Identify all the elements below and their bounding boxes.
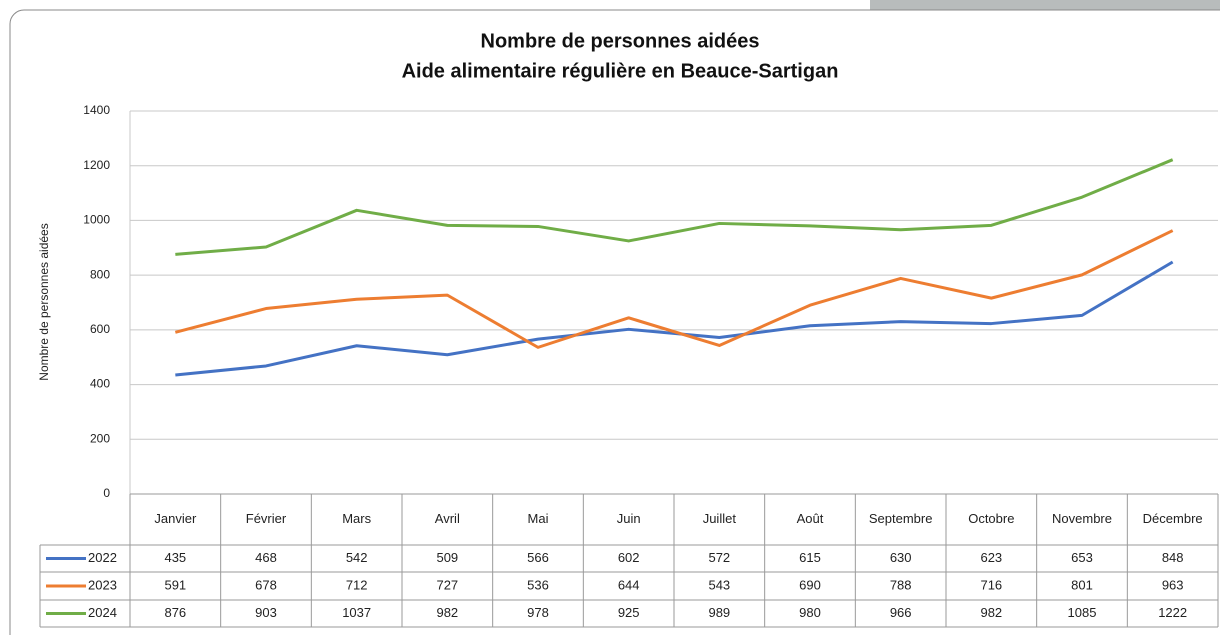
table-cell: 690 <box>799 577 821 592</box>
table-cell: 602 <box>618 550 640 565</box>
y-tick-label: 1400 <box>83 103 110 117</box>
y-tick-label: 1000 <box>83 213 110 227</box>
x-tick-label: Décembre <box>1143 511 1203 526</box>
table-cell: 727 <box>436 577 458 592</box>
legend-label: 2024 <box>88 605 117 620</box>
table-cell: 963 <box>1162 577 1184 592</box>
x-tick-label: Avril <box>435 511 460 526</box>
background-photo <box>870 0 1220 12</box>
table-cell: 966 <box>890 605 912 620</box>
table-cell: 712 <box>346 577 368 592</box>
chart-subtitle: Aide alimentaire régulière en Beauce-Sar… <box>402 60 839 82</box>
table-cell: 978 <box>527 605 549 620</box>
table-cell: 848 <box>1162 550 1184 565</box>
table-cell: 1085 <box>1068 605 1097 620</box>
chart-title: Nombre de personnes aidées <box>481 30 760 52</box>
series-line <box>175 260 1174 377</box>
table-cell: 536 <box>527 577 549 592</box>
table-cell: 543 <box>708 577 730 592</box>
table-cell: 876 <box>164 605 186 620</box>
y-axis-label: Nombre de personnes aidées <box>37 223 51 380</box>
table-cell: 716 <box>980 577 1002 592</box>
y-tick-label: 400 <box>90 377 110 391</box>
table-cell: 542 <box>346 550 368 565</box>
table-cell: 591 <box>164 577 186 592</box>
series-line <box>175 158 1174 256</box>
x-tick-label: Novembre <box>1052 511 1112 526</box>
table-cell: 468 <box>255 550 277 565</box>
table-cell: 572 <box>708 550 730 565</box>
table-cell: 678 <box>255 577 277 592</box>
table-cell: 903 <box>255 605 277 620</box>
table-cell: 435 <box>164 550 186 565</box>
x-tick-label: Juin <box>617 511 641 526</box>
table-cell: 980 <box>799 605 821 620</box>
table-cell: 982 <box>436 605 458 620</box>
x-tick-label: Mai <box>528 511 549 526</box>
y-tick-label: 200 <box>90 431 110 445</box>
y-tick-label: 1200 <box>83 158 110 172</box>
y-tick-label: 0 <box>103 486 110 500</box>
legend-label: 2022 <box>88 550 117 565</box>
table-cell: 801 <box>1071 577 1093 592</box>
table-cell: 925 <box>618 605 640 620</box>
x-tick-label: Octobre <box>968 511 1014 526</box>
table-cell: 982 <box>980 605 1002 620</box>
table-cell: 644 <box>618 577 640 592</box>
table-cell: 989 <box>708 605 730 620</box>
table-cell: 653 <box>1071 550 1093 565</box>
table-cell: 615 <box>799 550 821 565</box>
table-cell: 1222 <box>1158 605 1187 620</box>
x-tick-label: Septembre <box>869 511 933 526</box>
table-cell: 788 <box>890 577 912 592</box>
x-tick-label: Août <box>797 511 824 526</box>
legend-label: 2023 <box>88 577 117 592</box>
x-tick-label: Janvier <box>154 511 197 526</box>
table-cell: 1037 <box>342 605 371 620</box>
table-cell: 509 <box>436 550 458 565</box>
x-tick-label: Février <box>246 511 287 526</box>
y-tick-label: 600 <box>90 322 110 336</box>
y-tick-label: 800 <box>90 267 110 281</box>
x-tick-label: Mars <box>342 511 371 526</box>
series-line <box>174 229 1174 349</box>
x-tick-label: Juillet <box>703 511 737 526</box>
table-cell: 566 <box>527 550 549 565</box>
table-cell: 623 <box>980 550 1002 565</box>
table-cell: 630 <box>890 550 912 565</box>
